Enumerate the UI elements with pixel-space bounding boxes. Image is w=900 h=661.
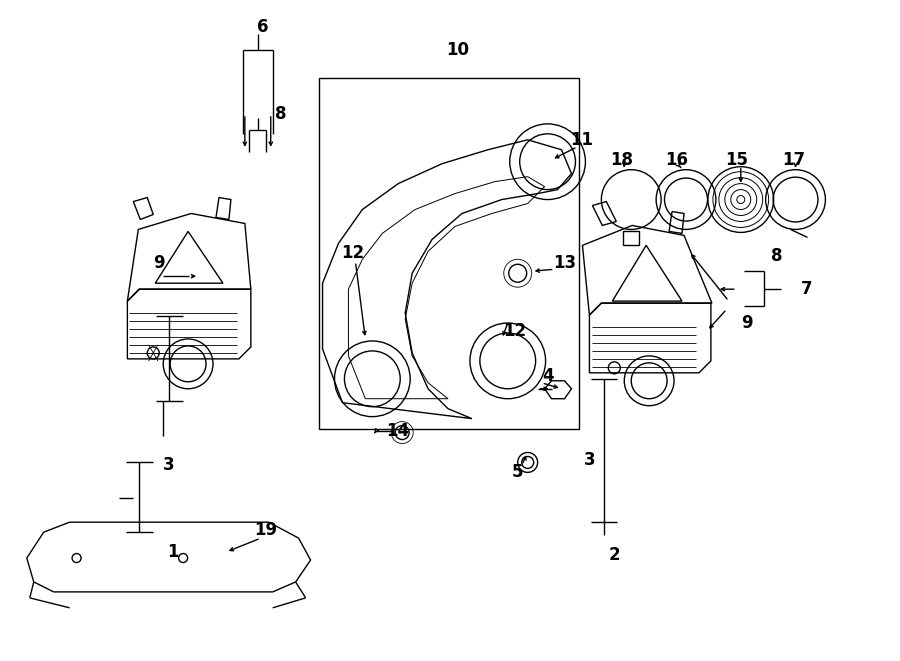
Text: 17: 17 xyxy=(782,151,806,169)
Text: 1: 1 xyxy=(167,543,179,561)
Text: 9: 9 xyxy=(741,314,752,332)
Text: 7: 7 xyxy=(801,280,813,298)
Text: 12: 12 xyxy=(341,245,364,262)
Text: 13: 13 xyxy=(553,254,576,272)
Text: 19: 19 xyxy=(254,521,277,539)
Text: 10: 10 xyxy=(446,41,470,59)
Text: 3: 3 xyxy=(583,451,595,469)
Text: 5: 5 xyxy=(512,463,524,481)
Text: 14: 14 xyxy=(387,422,410,440)
Text: 9: 9 xyxy=(153,254,165,272)
Text: 4: 4 xyxy=(542,367,554,385)
Text: 16: 16 xyxy=(665,151,688,169)
Text: 15: 15 xyxy=(725,151,748,169)
Text: 12: 12 xyxy=(503,322,526,340)
Text: 18: 18 xyxy=(610,151,633,169)
Text: 11: 11 xyxy=(570,131,593,149)
Text: 6: 6 xyxy=(257,19,268,36)
Text: 8: 8 xyxy=(275,105,286,123)
Text: 3: 3 xyxy=(164,457,175,475)
Text: 2: 2 xyxy=(608,546,620,564)
Bar xyxy=(319,78,580,428)
Text: 8: 8 xyxy=(771,247,782,265)
